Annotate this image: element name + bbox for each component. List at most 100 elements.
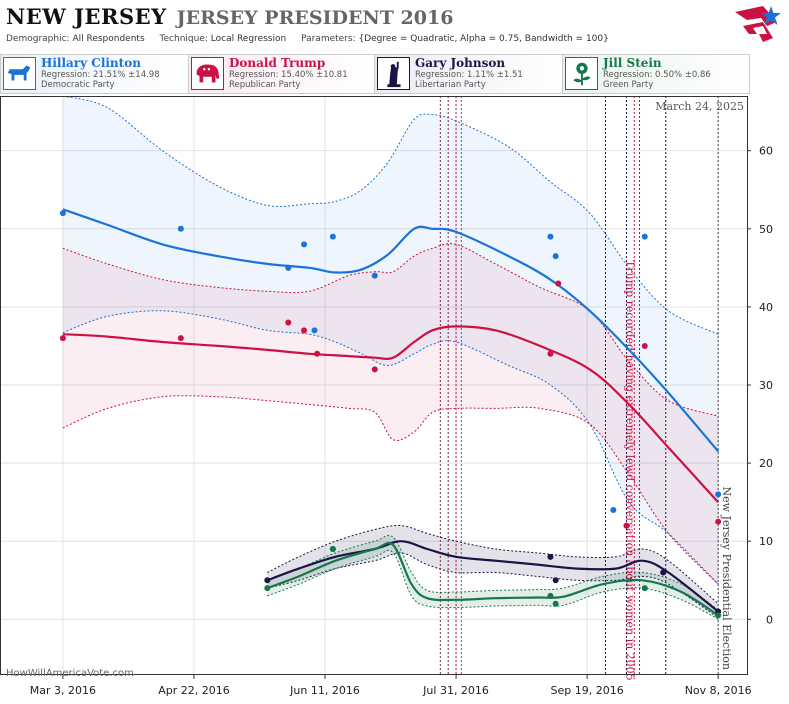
y-tick-label: 30 — [759, 379, 773, 392]
poll-point — [264, 577, 271, 584]
band-lower-bound — [62, 310, 719, 585]
poll-point — [641, 233, 648, 240]
series-line — [266, 540, 719, 613]
poll-point — [264, 585, 271, 592]
poll-points — [59, 210, 722, 619]
poll-point — [547, 592, 554, 599]
poll-point — [547, 350, 554, 357]
poll-point — [715, 491, 722, 498]
candidate-name: Hillary Clinton — [41, 56, 141, 70]
candidate-name: Donald Trump — [229, 56, 326, 70]
poll-point — [555, 280, 562, 287]
event-label: Trump recorded having extremely lewd con… — [623, 260, 636, 681]
candidate-regression: Regression: 21.51% ±14.98 — [41, 70, 160, 80]
chart-header: NEW JERSEY JERSEY PRESIDENT 2016 — [6, 4, 453, 34]
poll-point — [59, 335, 66, 342]
poll-point — [329, 233, 336, 240]
y-tick-label: 20 — [759, 457, 773, 470]
series-line — [62, 325, 720, 503]
candidate-name: Jill Stein — [603, 56, 662, 70]
legend-card-johnson: Gary Johnson Regression: 1.11% ±1.51 Lib… — [374, 54, 563, 94]
poll-point — [715, 612, 722, 619]
x-tick-label: Nov 8, 2016 — [685, 684, 752, 697]
poll-point — [177, 335, 184, 342]
candidate-party: Green Party — [603, 80, 654, 90]
y-tick-label: 60 — [759, 145, 773, 158]
poll-point — [285, 319, 292, 326]
poll-point — [314, 350, 321, 357]
poll-point — [547, 553, 554, 560]
legend-card-trump: Donald Trump Regression: 15.40% ±10.81 R… — [188, 54, 375, 94]
state-title: NEW JERSEY — [6, 4, 167, 29]
technique-value: Local Regression — [210, 34, 287, 44]
site-credit: HowWillAmericaVote.com — [6, 668, 134, 679]
candidate-name: Gary Johnson — [415, 56, 506, 70]
band-upper-bound — [267, 524, 719, 605]
y-tick-label: 10 — [759, 535, 773, 548]
poll-point — [285, 264, 292, 271]
technique-label: Technique: — [159, 34, 208, 44]
poll-point — [311, 327, 318, 334]
event-lines: Trump recorded having extremely lewd con… — [439, 96, 733, 681]
x-tick-label: Mar 3, 2016 — [30, 684, 96, 697]
axes: 0 10 20 30 40 50 60 Mar 3, 2016 Apr 22, 2016 Jun … — [0, 96, 773, 697]
demographic-value: All Respondents — [72, 34, 145, 44]
x-tick-label: Sep 19, 2016 — [551, 684, 624, 697]
confidence-band — [62, 243, 719, 585]
poll-point — [59, 210, 66, 217]
poll-point — [329, 546, 336, 553]
poll-point — [177, 225, 184, 232]
candidate-party: Republican Party — [229, 80, 301, 90]
poll-point — [371, 272, 378, 279]
event-label: New Jersey Presidential Election — [720, 487, 733, 670]
trend-lines — [62, 208, 720, 617]
x-tick-label: Apr 22, 2016 — [158, 684, 230, 697]
y-tick-label: 0 — [766, 613, 773, 626]
flower-icon — [565, 57, 598, 90]
poll-point — [552, 600, 559, 607]
candidate-regression: Regression: 1.11% ±1.51 — [415, 70, 523, 80]
race-title: JERSEY PRESIDENT 2016 — [176, 7, 454, 29]
parameters-value: {Degree = Quadratic, Alpha = 0.75, Bandw… — [358, 34, 609, 44]
poll-point — [641, 585, 648, 592]
demographic-label: Demographic: — [6, 34, 70, 44]
poll-point — [301, 327, 308, 334]
site-logo-icon — [735, 6, 781, 42]
poll-point — [371, 366, 378, 373]
confidence-band — [267, 535, 719, 620]
y-tick-label: 50 — [759, 223, 773, 236]
poll-point — [552, 253, 559, 260]
candidate-party: Libertarian Party — [415, 80, 486, 90]
x-tick-label: Jul 31, 2016 — [422, 684, 489, 697]
y-tick-label: 40 — [759, 301, 773, 314]
band-lower-bound — [62, 395, 719, 585]
series-line — [62, 208, 720, 453]
poll-point — [610, 506, 617, 513]
band-upper-bound — [267, 534, 719, 611]
series-line — [266, 541, 719, 617]
candidate-regression: Regression: 15.40% ±10.81 — [229, 70, 348, 80]
poll-point — [715, 518, 722, 525]
candidate-party: Democratic Party — [41, 80, 115, 90]
poll-point — [623, 522, 630, 529]
poll-point — [660, 569, 667, 576]
elephant-icon — [191, 57, 224, 90]
candidate-regression: Regression: 0.50% ±0.86 — [603, 70, 711, 80]
poll-chart: Trump recorded having extremely lewd con… — [0, 96, 773, 697]
poll-point — [301, 241, 308, 248]
legend-card-stein: Jill Stein Regression: 0.50% ±0.86 Green… — [562, 54, 750, 94]
poll-point — [552, 577, 559, 584]
legend-card-clinton: Hillary Clinton Regression: 21.51% ±14.9… — [0, 54, 189, 94]
date-stamp: March 24, 2025 — [655, 100, 744, 113]
statue-of-liberty-icon — [377, 57, 410, 90]
poll-point — [547, 233, 554, 240]
confidence-band — [62, 96, 719, 585]
chart-parameters: Demographic: All Respondents Technique: … — [6, 34, 609, 44]
candidate-legend: Hillary Clinton Regression: 21.51% ±14.9… — [0, 54, 789, 94]
poll-point — [641, 342, 648, 349]
band-lower-bound — [267, 552, 719, 619]
x-tick-label: Jun 11, 2016 — [289, 684, 360, 697]
donkey-icon — [3, 57, 36, 90]
band-upper-bound — [62, 96, 719, 335]
parameters-label: Parameters: — [301, 34, 356, 44]
